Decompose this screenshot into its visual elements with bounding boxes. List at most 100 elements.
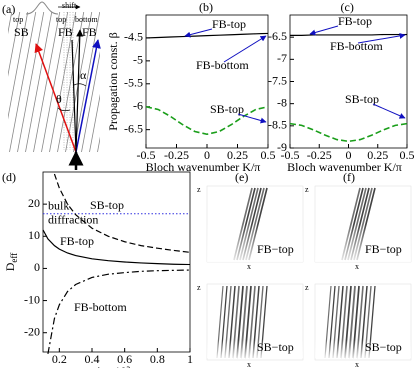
y-tick-label: -20 bbox=[24, 324, 40, 338]
panels-e-f: (e) z x FB−top z x SB−top (f) z x FB−top z x SB−top bbox=[197, 170, 412, 368]
waveguide bbox=[8, 12, 21, 77]
fade bbox=[315, 224, 411, 262]
panel-a: (a) shift top SB top bottom FB FB α θ bbox=[0, 0, 101, 170]
annotation: FB-top bbox=[212, 17, 246, 31]
x-tick-label: -0.5 bbox=[281, 148, 300, 162]
x-tick-label: 0 bbox=[204, 148, 210, 162]
x-tick-label: 0.8 bbox=[150, 352, 165, 366]
plot-frame bbox=[145, 14, 269, 149]
x-axis-label: x bbox=[355, 262, 359, 271]
series-line bbox=[48, 270, 190, 354]
y-tick-label: -6.5 bbox=[268, 29, 287, 43]
image-caption: FB−top bbox=[365, 242, 402, 256]
fade bbox=[207, 340, 303, 358]
plot-frame bbox=[42, 171, 191, 353]
waveguide bbox=[57, 12, 85, 152]
x-axis-label: Δn, 10³ bbox=[95, 364, 131, 368]
waveguide bbox=[89, 93, 100, 152]
y-tick-label: -8 bbox=[277, 95, 287, 109]
annotation-arrow bbox=[223, 35, 267, 63]
y-axis-label: Propagation const. β bbox=[106, 32, 120, 130]
x-tick-label: 0.25 bbox=[227, 148, 248, 162]
series-label: SB-top bbox=[90, 198, 124, 212]
alpha-arc bbox=[73, 83, 87, 87]
y-tick-label: 20 bbox=[28, 196, 40, 210]
shift-label: shift bbox=[62, 1, 77, 10]
panel-label: (e) bbox=[235, 170, 248, 184]
y-axis-label-main: Propagation const. β bbox=[106, 32, 120, 130]
fb-bottom-label: bottom bbox=[75, 15, 98, 24]
x-tick-label: -0.25 bbox=[307, 148, 332, 162]
x-tick-label: 0.2 bbox=[52, 352, 67, 366]
annotation: FB-bottom bbox=[330, 39, 383, 53]
waveguide bbox=[81, 51, 100, 152]
x-tick-label: 0.25 bbox=[367, 148, 388, 162]
panel-label: (d) bbox=[2, 170, 16, 184]
series-line bbox=[43, 230, 190, 265]
fade bbox=[207, 224, 303, 262]
waveguide bbox=[0, 0, 6, 160]
x-tick-label: 0.5 bbox=[261, 148, 276, 162]
x-tick-label: 1 bbox=[187, 352, 193, 366]
waveguide bbox=[17, 12, 45, 152]
y-tick-label: 10 bbox=[28, 228, 40, 242]
fb-label: FB bbox=[58, 25, 73, 39]
image-caption: SB−top bbox=[365, 340, 402, 354]
fb-arrow bbox=[75, 39, 101, 153]
y-tick-label: -10 bbox=[24, 292, 40, 306]
annotation: FB-bottom bbox=[196, 58, 249, 72]
panel-label: (f) bbox=[343, 170, 355, 184]
y-axis-label: Deff bbox=[3, 253, 19, 272]
series-line bbox=[146, 107, 268, 135]
x-axis-label: x bbox=[247, 262, 251, 271]
annotation-arrow bbox=[357, 32, 406, 44]
waveguide bbox=[41, 12, 69, 152]
x-tick-label: 0.4 bbox=[85, 352, 100, 366]
series-line bbox=[290, 124, 407, 142]
series-line bbox=[290, 35, 407, 36]
y-tick-label: -6 bbox=[133, 98, 143, 112]
panel-label: (a) bbox=[2, 2, 15, 16]
y-axis-label-sub: eff bbox=[9, 253, 19, 263]
waveguide bbox=[49, 12, 77, 152]
theta-arc bbox=[57, 107, 71, 112]
z-axis-label: z bbox=[305, 185, 309, 194]
y-tick-label: -7.5 bbox=[268, 73, 287, 87]
waveguide bbox=[25, 12, 53, 152]
x-axis-label: Bloch wavenumber K/π bbox=[287, 160, 402, 174]
series-line bbox=[146, 33, 268, 38]
x-tick-label: -0.25 bbox=[164, 148, 189, 162]
series-label: FB-top bbox=[60, 234, 94, 248]
z-axis-label: z bbox=[305, 283, 309, 292]
x-tick-label: 0 bbox=[346, 148, 352, 162]
theta-label: θ bbox=[56, 92, 62, 106]
fb-top-arrow bbox=[75, 29, 84, 153]
input-beam-profile bbox=[25, 1, 59, 15]
sb-arrow bbox=[34, 43, 77, 153]
x-axis-label: Bloch wavenumber K/π bbox=[146, 160, 261, 174]
x-tick-label: -0.5 bbox=[137, 148, 156, 162]
waveguide bbox=[8, 12, 29, 120]
waveguide bbox=[33, 12, 61, 152]
annotation: SB-top bbox=[210, 102, 244, 116]
annotation: FB-top bbox=[338, 14, 372, 28]
y-tick-label: -5.5 bbox=[124, 76, 143, 90]
annotation-arrow bbox=[309, 25, 339, 36]
x-tick-label: 0.5 bbox=[400, 148, 415, 162]
annotation-arrow bbox=[184, 28, 213, 38]
annotation: SB-top bbox=[345, 92, 379, 106]
series-line bbox=[54, 174, 190, 252]
y-tick-label: 0 bbox=[34, 260, 40, 274]
y-tick-label: -9 bbox=[277, 140, 287, 154]
sb-label: SB bbox=[14, 25, 29, 39]
y-tick-label: -4.5 bbox=[124, 30, 143, 44]
fade bbox=[315, 340, 411, 358]
y-tick-label: -8.5 bbox=[268, 118, 287, 132]
panel-label: (c) bbox=[341, 0, 354, 14]
y-tick-label: -7 bbox=[277, 51, 287, 65]
fb-top-label: top bbox=[56, 15, 66, 24]
series-label: FB-bottom bbox=[74, 300, 127, 314]
x-tick-label: 0.6 bbox=[117, 352, 132, 366]
